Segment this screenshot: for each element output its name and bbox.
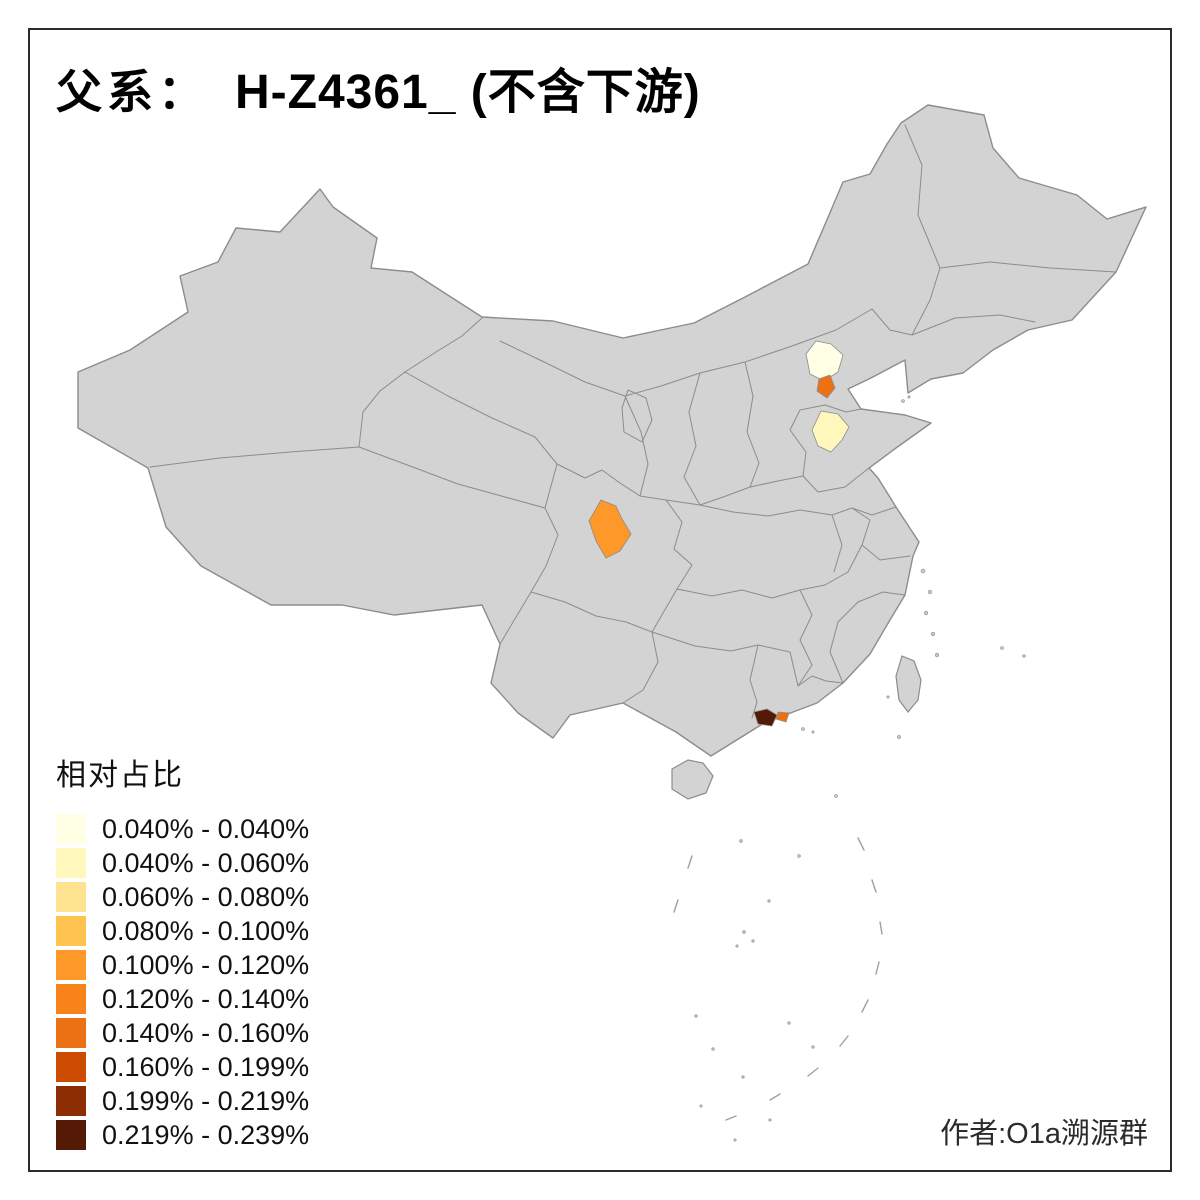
legend-label: 0.120% - 0.140%	[102, 983, 310, 1014]
legend-title: 相对占比	[56, 759, 184, 792]
legend-swatch	[56, 984, 86, 1014]
mainland-path	[77, 104, 1147, 757]
legend-item: 0.040% - 0.060%	[56, 846, 309, 880]
legend-swatch	[56, 916, 86, 946]
province-borders	[149, 124, 1117, 719]
legend-swatch	[56, 814, 86, 844]
region-beijing-south	[816, 374, 836, 399]
south-china-sea-islands	[694, 839, 815, 1142]
legend-swatch	[56, 1120, 86, 1150]
legend-label: 0.199% - 0.219%	[102, 1085, 310, 1116]
legend-item: 0.040% - 0.040%	[56, 812, 309, 846]
legend-label: 0.040% - 0.040%	[102, 813, 310, 844]
legend-swatch	[56, 1052, 86, 1082]
legend-item: 0.080% - 0.100%	[56, 914, 309, 948]
region-beijing	[805, 340, 844, 382]
legend-item: 0.120% - 0.140%	[56, 982, 309, 1016]
region-east-guangdong-adjacent	[775, 711, 790, 723]
legend-item: 0.100% - 0.120%	[56, 948, 309, 982]
legend-label: 0.140% - 0.160%	[102, 1017, 310, 1048]
hainan-island	[671, 759, 714, 800]
legend-swatch	[56, 1086, 86, 1116]
legend-swatch	[56, 848, 86, 878]
legend-label: 0.080% - 0.100%	[102, 915, 310, 946]
taiwan-island	[895, 655, 922, 713]
legend-swatch	[56, 1018, 86, 1048]
legend-item: 0.219% - 0.239%	[56, 1118, 309, 1152]
coastal-islands	[801, 395, 1026, 798]
legend-swatch	[56, 950, 86, 980]
legend-item: 0.199% - 0.219%	[56, 1084, 309, 1118]
legend: 相对占比 0.040% - 0.040% 0.040% - 0.060% 0.0…	[56, 750, 309, 1152]
legend-item: 0.060% - 0.080%	[56, 880, 309, 914]
region-east-guangdong	[753, 708, 778, 727]
region-west-shandong	[811, 410, 850, 453]
legend-label: 0.060% - 0.080%	[102, 881, 310, 912]
title-prefix: 父系：	[56, 67, 209, 118]
region-central-sichuan	[588, 499, 632, 559]
legend-swatch	[56, 882, 86, 912]
sea-boundary-dashes	[673, 837, 883, 1121]
highlight-regions	[588, 340, 850, 727]
legend-label: 0.040% - 0.060%	[102, 847, 310, 878]
legend-item: 0.160% - 0.199%	[56, 1050, 309, 1084]
legend-label: 0.219% - 0.239%	[102, 1119, 310, 1150]
attribution: 作者:O1a溯源群	[940, 1118, 1148, 1150]
page-title: 父系： H-Z4361_ (不含下游)	[56, 52, 701, 122]
title-haplogroup: H-Z4361_ (不含下游)	[235, 66, 701, 119]
legend-item: 0.140% - 0.160%	[56, 1016, 309, 1050]
legend-label: 0.100% - 0.120%	[102, 949, 310, 980]
legend-label: 0.160% - 0.199%	[102, 1051, 310, 1082]
